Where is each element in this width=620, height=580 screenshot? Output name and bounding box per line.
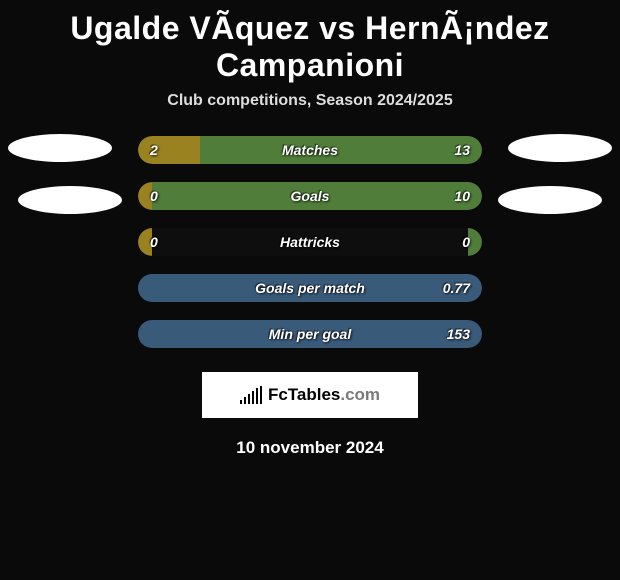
player-left-marker-1: [8, 134, 112, 162]
player-left-marker-2: [18, 186, 122, 214]
page-title: Ugalde VÃ­quez vs HernÃ¡ndez Campanioni: [0, 4, 620, 92]
stat-row-goals-per-match: Goals per match 0.77: [138, 274, 482, 302]
logo-bars-icon: [240, 386, 262, 404]
date-label: 10 november 2024: [0, 438, 620, 458]
subtitle: Club competitions, Season 2024/2025: [0, 92, 620, 134]
stat-value-left: 2: [150, 142, 158, 158]
stat-label: Goals per match: [255, 280, 365, 296]
stat-value-left: 0: [150, 234, 158, 250]
stat-row-hattricks: 0 Hattricks 0: [138, 228, 482, 256]
stat-label: Matches: [282, 142, 338, 158]
stat-label: Goals: [291, 188, 330, 204]
stat-rows: 2 Matches 13 0 Goals 10 0 Hattricks 0: [138, 134, 482, 348]
player-right-marker-1: [508, 134, 612, 162]
stat-fill-left: [138, 136, 200, 164]
stat-value-left: 0: [150, 188, 158, 204]
stat-row-goals: 0 Goals 10: [138, 182, 482, 210]
stat-value-right: 10: [454, 188, 470, 204]
stat-row-matches: 2 Matches 13: [138, 136, 482, 164]
stat-fill-right: [200, 136, 482, 164]
stat-value-right: 13: [454, 142, 470, 158]
stat-value-right: 153: [447, 326, 470, 342]
logo-text-main: FcTables: [268, 385, 340, 404]
stat-value-right: 0: [462, 234, 470, 250]
stat-value-right: 0.77: [443, 280, 470, 296]
player-right-marker-2: [498, 186, 602, 214]
logo-text-suffix: .com: [340, 385, 380, 404]
logo-text: FcTables.com: [268, 385, 380, 405]
stat-label: Hattricks: [280, 234, 340, 250]
stats-area: 2 Matches 13 0 Goals 10 0 Hattricks 0: [0, 134, 620, 458]
stat-row-min-per-goal: Min per goal 153: [138, 320, 482, 348]
stat-label: Min per goal: [269, 326, 351, 342]
logo-box: FcTables.com: [202, 372, 418, 418]
stat-fill-right: [468, 228, 482, 256]
